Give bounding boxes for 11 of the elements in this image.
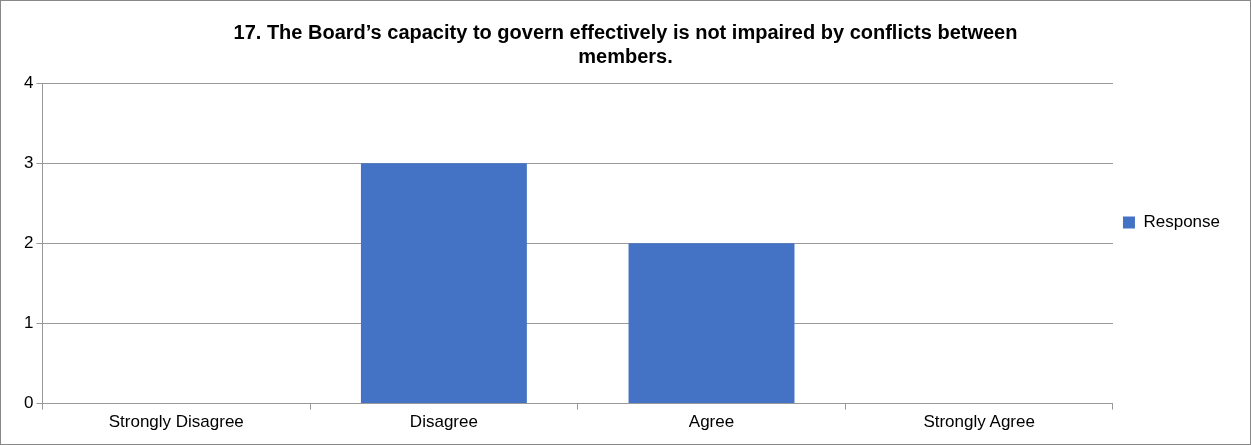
y-tick-label: 1 xyxy=(23,313,34,333)
y-tick-label: 4 xyxy=(23,72,34,92)
x-tick-label: Disagree xyxy=(409,412,478,432)
x-tick-label: Agree xyxy=(688,412,735,432)
x-tick-label: Strongly Disagree xyxy=(108,412,244,432)
y-tick-label: 0 xyxy=(23,393,34,413)
y-tick-label: 2 xyxy=(23,232,34,252)
chart-title: 17. The Board’s capacity to govern effectively is not impaired by conflicts between members. xyxy=(233,20,1018,67)
y-tick-label: 3 xyxy=(23,152,34,172)
x-tick-label: Strongly Agree xyxy=(923,412,1035,432)
legend-label: Response xyxy=(1143,212,1221,232)
